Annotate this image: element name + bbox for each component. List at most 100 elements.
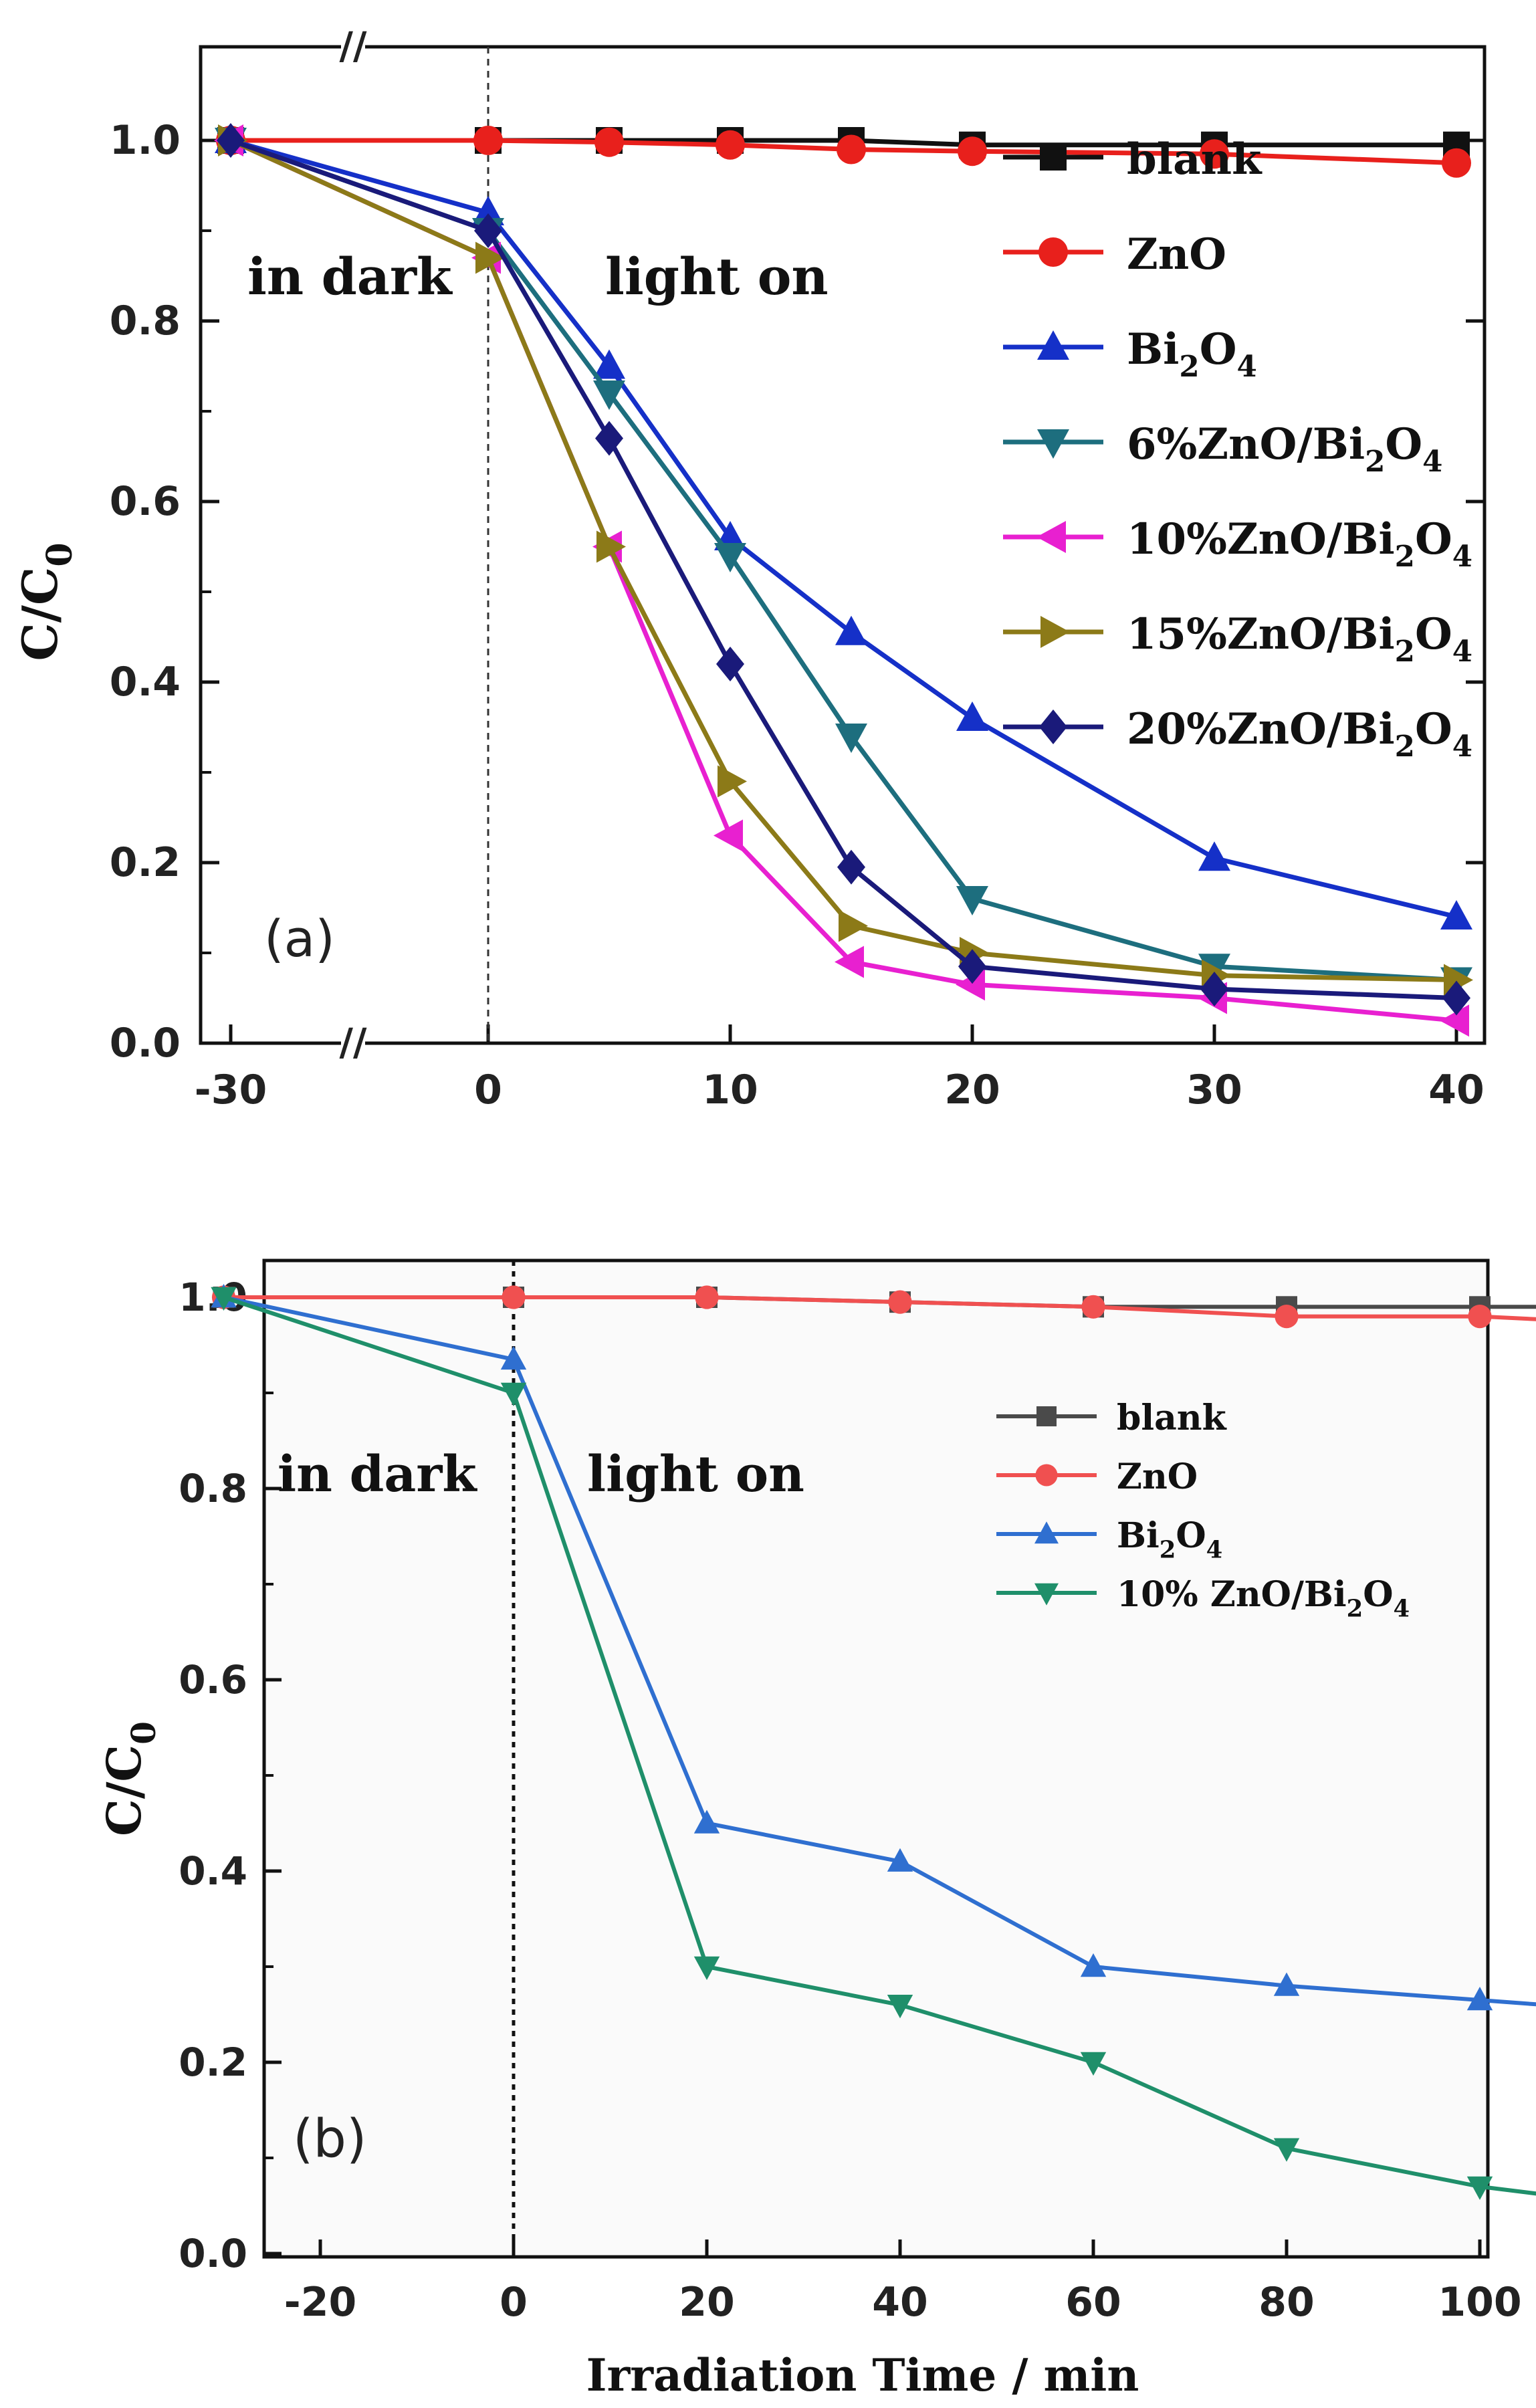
data-point (1198, 841, 1230, 871)
data-point (1468, 1305, 1492, 1329)
data-point (1466, 1987, 1493, 2011)
data-point (500, 1345, 527, 1370)
series-line (231, 138, 1457, 166)
axis-break-top: // (340, 25, 367, 68)
series-line (223, 1295, 1536, 1321)
series-line (229, 138, 1457, 982)
data-point (1440, 1004, 1469, 1037)
legend-label: ZnO (1127, 229, 1226, 280)
data-point (695, 1285, 719, 1309)
legend-marker (1036, 521, 1066, 553)
plot-frame (262, 1258, 1490, 2259)
plot-frame (199, 45, 1487, 1045)
data-point (693, 1956, 720, 1980)
data-point (887, 1848, 913, 1872)
legend-label: 10%ZnO/Bi2O4 (1127, 514, 1472, 574)
data-point (1442, 980, 1470, 1016)
y-tick-label: 0.6 (179, 1657, 247, 1703)
data-point (1273, 2138, 1300, 2162)
y-tick-label: 0.2 (110, 839, 181, 886)
x-tick-label: 40 (1428, 1067, 1485, 1113)
legend-marker (1040, 144, 1067, 171)
data-point (502, 1285, 526, 1309)
data-point (888, 1290, 912, 1314)
y-tick-label: 0.4 (110, 659, 181, 705)
legend-label: 15%ZnO/Bi2O4 (1127, 609, 1472, 669)
y-tick-label: 1.0 (110, 117, 181, 164)
data-point (593, 349, 625, 379)
data-point (500, 1382, 527, 1406)
legend-label: 6%ZnO/Bi2O4 (1127, 419, 1442, 479)
legend-marker (1039, 709, 1067, 744)
x-tick-label: 0 (500, 2279, 528, 2326)
axis-break-gap-bottom (341, 1031, 365, 1055)
data-point (475, 241, 505, 274)
legend-label: blank (1127, 134, 1263, 185)
data-point (956, 701, 988, 731)
data-point (1200, 972, 1228, 1006)
data-point (837, 134, 866, 165)
data-point (958, 136, 987, 167)
y-tick-label: 0.4 (179, 1848, 247, 1894)
data-point (217, 123, 245, 158)
legend-marker (1037, 429, 1069, 459)
x-tick-label: 80 (1258, 2279, 1315, 2326)
data-point (1466, 2176, 1493, 2200)
annotation-light-on: light on (587, 1446, 804, 1503)
legend-marker (1038, 237, 1068, 267)
data-point (593, 380, 625, 410)
series-line (230, 138, 1457, 919)
data-point (1275, 1305, 1299, 1329)
legend-label: Bi2O4 (1127, 324, 1257, 384)
panel-label-b: (b) (293, 2109, 366, 2169)
data-point (1081, 1295, 1105, 1319)
data-point (1440, 900, 1472, 929)
data-point (595, 421, 623, 456)
data-point (693, 1810, 720, 1834)
x-tick-label: 10 (702, 1067, 758, 1113)
legend-marker (1040, 616, 1070, 648)
data-point (835, 615, 867, 645)
legend-label: 20%ZnO/Bi2O4 (1127, 704, 1472, 764)
data-point (211, 1287, 237, 1311)
data-point (835, 724, 867, 753)
data-point (958, 949, 986, 984)
legend-label: Bi2O4 (1117, 1515, 1222, 1564)
data-point (716, 130, 745, 160)
axis-break-gap-top (341, 35, 365, 59)
annotation-in-dark: in dark (247, 247, 453, 306)
data-point (1442, 148, 1471, 178)
data-point (887, 1995, 913, 2019)
y-axis-label: C/C0 (96, 1721, 163, 1836)
data-point (714, 819, 743, 852)
annotation-in-dark: in dark (278, 1446, 477, 1503)
y-tick-label: 0.8 (110, 298, 181, 344)
data-point (596, 530, 626, 563)
data-point (594, 127, 624, 157)
data-point (474, 213, 502, 248)
x-tick-label: 20 (944, 1067, 1000, 1113)
series-line (223, 1295, 1536, 2007)
legend-label: ZnO (1117, 1456, 1198, 1497)
series-line (223, 1295, 1536, 2196)
axis-break-bottom: // (340, 1021, 367, 1065)
legend-marker (1034, 1583, 1059, 1606)
x-axis-label: Irradiation Time / min (586, 2349, 1139, 2401)
x-tick-label: 30 (1186, 1067, 1242, 1113)
y-tick-label: 0.2 (179, 2040, 247, 2085)
data-point (1080, 1953, 1107, 1977)
y-axis-label: C/C0 (11, 542, 80, 661)
x-tick-label: -20 (284, 2279, 356, 2326)
data-point (839, 909, 868, 942)
legend-marker (1037, 330, 1069, 360)
series-line (229, 138, 1457, 1000)
y-tick-label: 0.8 (179, 1466, 247, 1511)
data-point (716, 647, 744, 681)
legend-marker (1034, 1521, 1059, 1544)
data-point (714, 543, 746, 572)
chart-panel-a: // // 0.0 0.2 0.4 0.6 0.8 1.0 -30 0 10 20 30 40 C/C0 in… (11, 25, 1487, 1113)
x-tick-label: 20 (679, 2279, 735, 2326)
data-point (1273, 1972, 1300, 1996)
data-point (1200, 139, 1229, 169)
